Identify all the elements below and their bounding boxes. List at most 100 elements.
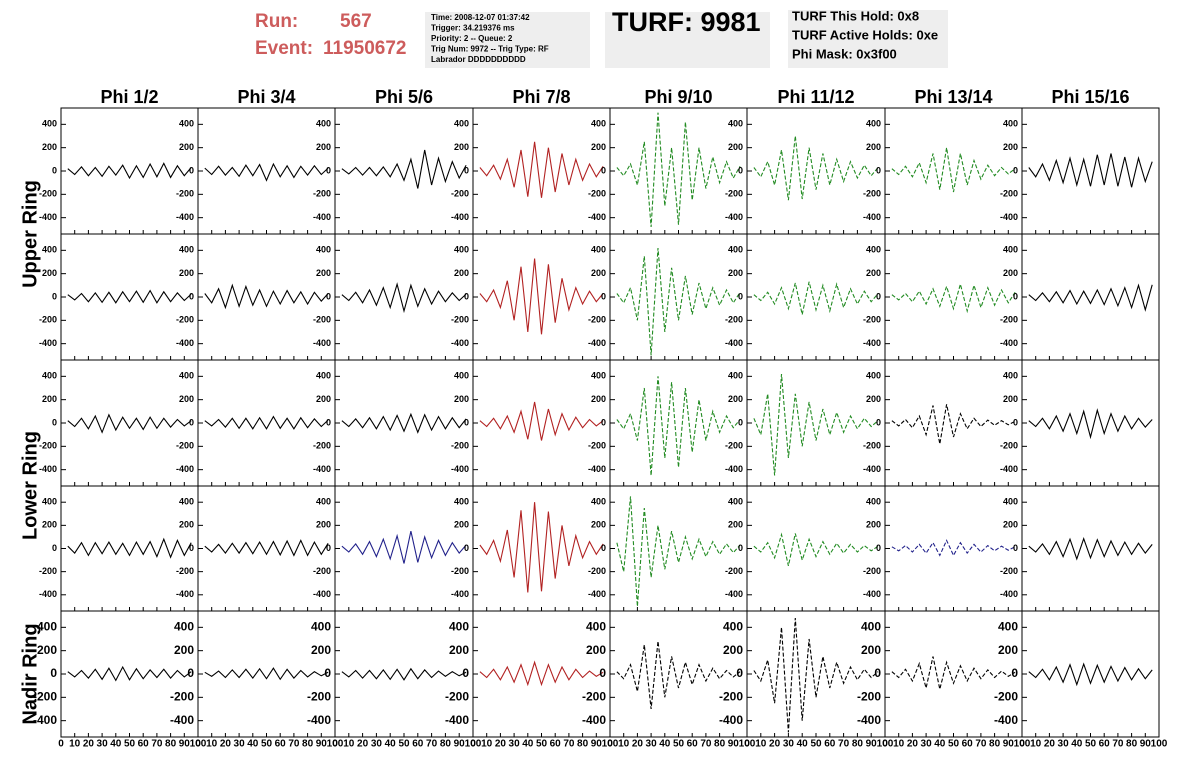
y-tick-label: 0 [1013,165,1018,175]
y-tick-label: 200 [454,520,469,530]
y-tick-label: 0 [599,666,606,680]
y-tick-label: -400 [451,338,469,348]
y-tick-label: -200 [725,441,743,451]
y-tick-label: -200 [1000,315,1018,325]
x-tick-label: 70 [838,739,850,750]
panel-frame [1021,107,1160,235]
y-tick-label: -200 [33,690,57,704]
y-tick-label: -400 [719,713,743,727]
x-tick-label: 90 [316,739,328,750]
x-tick-label: 80 [440,739,452,750]
y-tick-label: 200 [866,520,881,530]
waveform [616,376,741,476]
x-tick-label: 40 [385,739,397,750]
y-tick-label: 200 [316,520,331,530]
info-line: Priority: 2 -- Queue: 2 [431,34,513,43]
event: 11950672 [323,38,407,59]
y-tick-label: 400 [1003,497,1018,507]
run-label: Run: [255,11,298,32]
turf-info-line: TURF Active Holds: 0xe [792,27,938,42]
x-tick-label: 10 [343,739,355,750]
waveform [753,532,879,567]
info-line: Time: 2008-12-07 01:37:42 [431,13,530,22]
x-tick-label: 100 [465,739,482,750]
x-tick-label: 50 [536,739,548,750]
waveform [753,281,879,315]
y-tick-label: 400 [42,371,57,381]
y-tick-label: -200 [588,189,606,199]
y-tick-label: 400 [316,119,331,129]
waveform [1028,537,1153,561]
y-tick-label: 200 [1003,268,1018,278]
y-tick-label: -400 [39,589,57,599]
y-tick-label: -400 [445,713,469,727]
waveform [616,641,741,710]
y-tick-label: -400 [863,464,881,474]
x-tick-label: 80 [852,739,864,750]
y-tick-label: 400 [998,620,1018,634]
y-tick-label: -400 [1000,212,1018,222]
x-tick-label: 0 [607,739,613,750]
column-title: Phi 5/6 [375,87,433,107]
y-tick-label: 0 [189,543,194,553]
y-tick-label: 0 [738,291,743,301]
x-tick-label: 10 [755,739,767,750]
x-tick-label: 50 [1085,739,1097,750]
y-tick-label: 200 [728,268,743,278]
y-tick-label: 400 [454,371,469,381]
y-tick-label: 200 [1003,520,1018,530]
x-tick-label: 60 [275,739,287,750]
x-tick-label: 70 [426,739,438,750]
x-tick-label: 60 [412,739,424,750]
waveform [341,667,467,681]
y-tick-label: -200 [725,566,743,576]
x-tick-label: 60 [138,739,150,750]
waveform [891,539,1016,557]
waveform [616,496,741,607]
y-tick-label: -200 [39,441,57,451]
x-tick-label: 90 [866,739,878,750]
x-tick-label: 80 [989,739,1001,750]
y-tick-label: 200 [591,142,606,152]
x-tick-label: 50 [398,739,410,750]
y-tick-label: 200 [728,520,743,530]
y-tick-label: -400 [176,212,194,222]
y-tick-label: -200 [313,189,331,199]
waveform [341,530,467,564]
x-tick-label: 90 [1140,739,1152,750]
x-tick-label: 40 [522,739,534,750]
y-tick-label: 0 [736,666,743,680]
y-tick-label: 400 [723,620,743,634]
x-tick-label: 30 [1058,739,1070,750]
y-tick-label: 400 [179,497,194,507]
x-tick-label: 30 [509,739,521,750]
y-tick-label: -200 [725,189,743,199]
y-tick-label: -400 [39,212,57,222]
waveform [204,539,329,557]
y-tick-label: -400 [725,212,743,222]
x-tick-label: 20 [907,739,919,750]
x-tick-label: 30 [234,739,246,750]
y-tick-label: 0 [1013,543,1018,553]
x-tick-label: 70 [1112,739,1124,750]
y-tick-label: -400 [313,338,331,348]
x-tick-label: 80 [302,739,314,750]
y-tick-label: -200 [313,441,331,451]
y-tick-label: 0 [52,165,57,175]
y-tick-label: -400 [588,212,606,222]
waveform [479,502,604,593]
y-tick-label: -400 [725,464,743,474]
x-tick-label: 60 [550,739,562,750]
waveform [891,656,1016,690]
y-tick-label: 0 [876,417,881,427]
y-tick-label: 200 [37,643,57,657]
waveform [616,112,741,228]
y-tick-label: 200 [42,268,57,278]
y-tick-label: -400 [176,464,194,474]
waveform [753,617,879,733]
y-tick-label: 400 [591,497,606,507]
y-tick-label: 200 [591,520,606,530]
y-tick-label: 400 [42,245,57,255]
x-tick-label: 100 [190,739,207,750]
y-tick-label: 200 [454,142,469,152]
